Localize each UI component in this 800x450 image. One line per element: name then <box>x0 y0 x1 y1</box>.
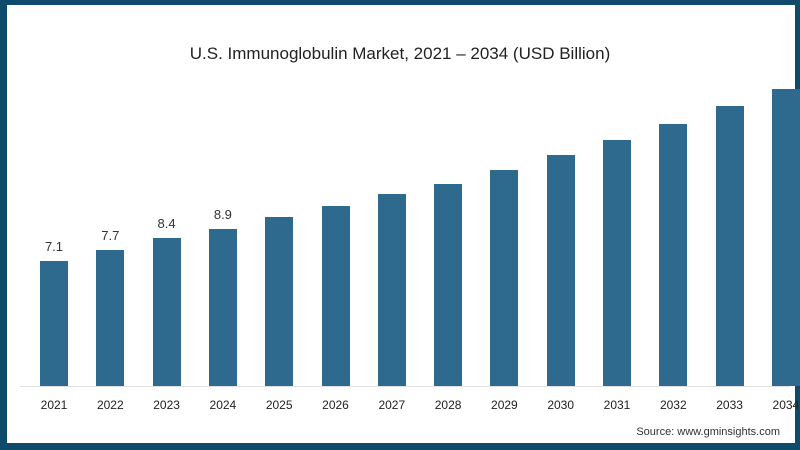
data-label: 8.4 <box>157 216 176 232</box>
bar-2031 <box>603 139 631 386</box>
x-tick-label: 2028 <box>434 398 462 412</box>
bar-2024 <box>208 229 237 386</box>
source-note: Source: www.gminsights.com <box>636 426 780 438</box>
x-axis-line <box>20 386 790 387</box>
x-tick-label: 2026 <box>322 398 349 412</box>
bar-2023 <box>152 238 181 386</box>
x-tick-label: 2027 <box>378 398 406 412</box>
chart-title: U.S. Immunoglobulin Market, 2021 – 2034 … <box>189 44 611 63</box>
x-tick-label: 2030 <box>547 398 575 412</box>
bar-2026 <box>321 206 350 386</box>
data-label: 8.9 <box>213 207 232 223</box>
x-tick-label: 2031 <box>603 398 631 412</box>
bar-2022 <box>96 250 125 386</box>
data-label: 7.1 <box>44 239 64 255</box>
bar-2032 <box>659 123 688 386</box>
x-tick-label: 2033 <box>716 398 743 412</box>
x-tick-label: 2029 <box>491 398 518 412</box>
bar-2025 <box>265 217 294 386</box>
x-tick-label: 2034 <box>772 398 800 412</box>
bar-2033 <box>715 106 744 386</box>
bar-2029 <box>490 169 519 386</box>
bar-2030 <box>546 155 575 386</box>
data-label: 7.7 <box>101 228 120 244</box>
bar-2034 <box>771 88 800 386</box>
x-tick-label: 2032 <box>659 398 687 412</box>
x-tick-label: 2022 <box>96 398 124 412</box>
x-tick-label: 2023 <box>153 398 180 412</box>
bar-2027 <box>377 194 406 386</box>
x-tick-label: 2024 <box>209 398 237 412</box>
bar-2021 <box>40 261 68 386</box>
bar-2028 <box>434 183 463 386</box>
x-tick-label: 2025 <box>265 398 293 412</box>
x-tick-label: 2021 <box>40 398 68 412</box>
